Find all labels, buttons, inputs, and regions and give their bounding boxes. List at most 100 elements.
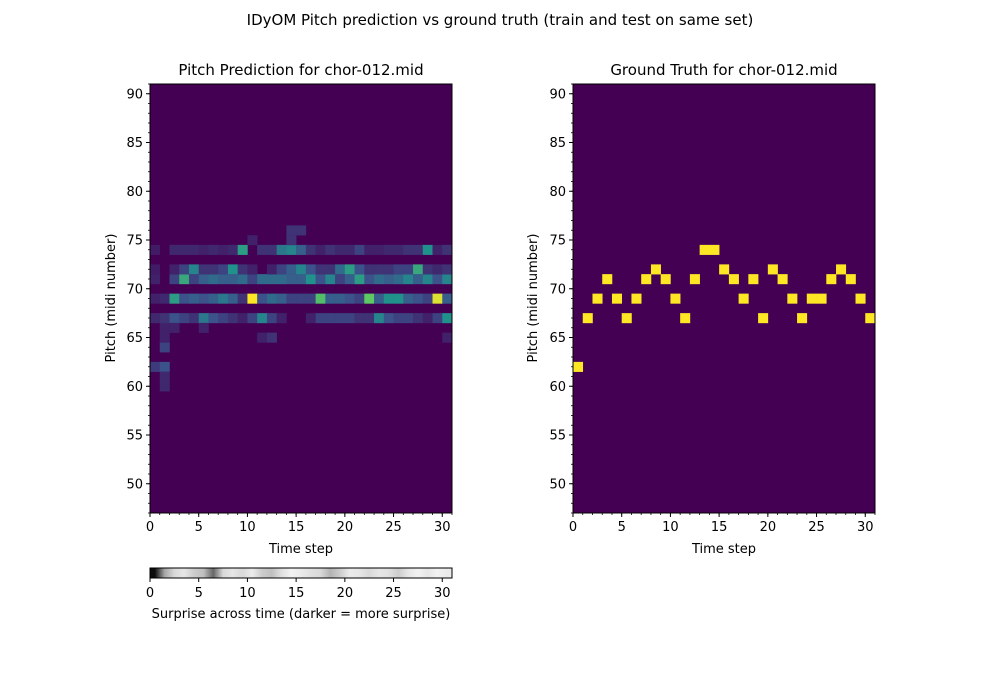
ground-truth-y-tick-label: 60 [549, 380, 566, 395]
prediction-cell [325, 313, 336, 324]
ground-truth-x-tick-label: 0 [569, 520, 577, 535]
ground-truth-x-axis-label: Time step [691, 542, 756, 557]
prediction-cell [325, 244, 336, 255]
ground-truth-y-axis-label: Pitch (midi number) [526, 234, 541, 363]
surprise-x-axis-label: Surprise across time (darker = more surp… [152, 607, 451, 622]
ground-truth-y-tick-label: 55 [549, 429, 566, 444]
ground-truth-x-tick-label: 10 [662, 520, 679, 535]
prediction-y-tick-label: 90 [126, 87, 143, 102]
prediction-cell [344, 244, 355, 255]
prediction-cell [325, 274, 336, 285]
prediction-x-tick-label: 25 [385, 520, 402, 535]
prediction-cell [237, 264, 248, 275]
prediction-cell [286, 264, 297, 275]
prediction-cell [383, 274, 394, 285]
prediction-cell [432, 313, 443, 324]
ground-truth-x-tick-label: 25 [808, 520, 825, 535]
prediction-cell [198, 313, 209, 324]
surprise-strip-frame [149, 567, 453, 579]
prediction-cell [247, 235, 258, 246]
prediction-cell [276, 274, 287, 285]
prediction-x-tick-label: 20 [337, 520, 354, 535]
prediction-cell [432, 293, 443, 304]
prediction-cell [286, 244, 297, 255]
ground-truth-note-cell [806, 293, 817, 304]
prediction-cell [403, 313, 414, 324]
prediction-cell [169, 264, 180, 275]
prediction-cell [247, 264, 258, 275]
prediction-cell [403, 244, 414, 255]
prediction-cell [169, 313, 180, 324]
prediction-x-tick-label: 30 [434, 520, 451, 535]
prediction-cell [257, 293, 268, 304]
prediction-y-tick-label: 85 [126, 136, 143, 151]
prediction-cell [198, 274, 209, 285]
prediction-cell [266, 244, 277, 255]
prediction-cell [237, 313, 248, 324]
prediction-cell [227, 264, 238, 275]
prediction-cell [374, 264, 385, 275]
prediction-x-tick-label: 15 [288, 520, 305, 535]
ground-truth-axes: 0 5 10 15 20 25 30 50 55 60 65 70 75 80 85 90 [549, 83, 876, 535]
prediction-y-axis-label: Pitch (midi number) [104, 234, 119, 363]
prediction-cell [413, 293, 424, 304]
prediction-cell [393, 313, 404, 324]
prediction-cell [354, 264, 365, 275]
prediction-cell [159, 361, 170, 372]
ground-truth-x-tick-label: 20 [760, 520, 777, 535]
ground-truth-note-cell [719, 264, 730, 275]
prediction-cell [374, 244, 385, 255]
ground-truth-y-tick-label: 85 [549, 136, 566, 151]
surprise-x-tick-label: 25 [385, 586, 402, 601]
prediction-cell [374, 293, 385, 304]
prediction-cell [422, 244, 433, 255]
ground-truth-note-cell [777, 274, 788, 285]
prediction-cell [218, 264, 229, 275]
prediction-cell [179, 274, 190, 285]
prediction-cell [432, 244, 443, 255]
prediction-cell [247, 313, 258, 324]
prediction-cell [344, 313, 355, 324]
prediction-cell [150, 244, 161, 255]
ground-truth-x-tick-label: 15 [711, 520, 728, 535]
ground-truth-note-cell [738, 293, 749, 304]
prediction-cell [159, 322, 170, 333]
prediction-y-tick-label: 70 [126, 282, 143, 297]
prediction-cell [383, 244, 394, 255]
prediction-cell [159, 342, 170, 353]
prediction-cell [296, 225, 307, 236]
prediction-heatmap-cells [150, 84, 453, 513]
ground-truth-y-tick-label: 50 [549, 477, 566, 492]
ground-truth-note-cell [670, 293, 681, 304]
prediction-cell [364, 264, 375, 275]
prediction-cell [169, 244, 180, 255]
prediction-cell [188, 293, 200, 304]
prediction-cell [315, 264, 326, 275]
prediction-cell [276, 313, 287, 324]
prediction-x-tick-label: 0 [146, 520, 154, 535]
prediction-y-tick-label: 50 [126, 477, 143, 492]
ground-truth-y-tick-label: 65 [549, 331, 566, 346]
ground-truth-chart: Ground Truth for chor-012.mid 0 5 10 15 20 25… [526, 61, 876, 557]
prediction-cell [266, 313, 277, 324]
prediction-cell [325, 264, 336, 275]
prediction-cell [383, 293, 394, 304]
prediction-cell [296, 293, 307, 304]
prediction-cell [296, 244, 307, 255]
ground-truth-note-cell [826, 274, 837, 285]
prediction-cell [198, 264, 209, 275]
prediction-cell [393, 244, 404, 255]
prediction-cell [286, 293, 297, 304]
prediction-cell [179, 244, 190, 255]
prediction-cell [266, 264, 277, 275]
prediction-cell [442, 313, 453, 324]
prediction-cell [257, 274, 268, 285]
prediction-cell [315, 274, 326, 285]
prediction-cell [159, 371, 170, 382]
ground-truth-note-cell [845, 274, 856, 285]
prediction-cell [354, 313, 365, 324]
prediction-y-tick-label: 55 [126, 429, 143, 444]
prediction-cell [188, 313, 200, 324]
prediction-cell [305, 264, 316, 275]
prediction-cell [237, 244, 248, 255]
